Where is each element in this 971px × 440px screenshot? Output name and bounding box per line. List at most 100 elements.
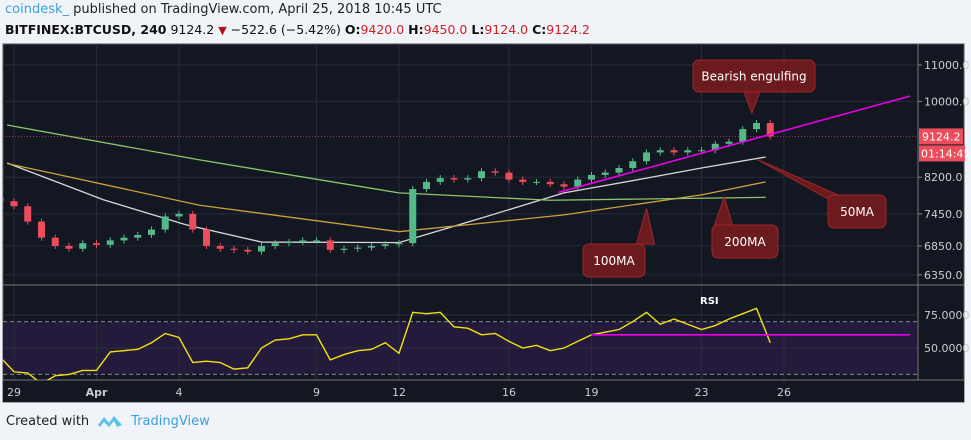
candle — [684, 150, 692, 153]
rsi-pane — [3, 307, 911, 380]
candle — [24, 206, 32, 222]
candle — [271, 243, 279, 246]
candle — [519, 179, 527, 182]
publish-info: coindesk_ published on TradingView.com, … — [5, 2, 442, 17]
annotation-callout: Bearish engulfing — [692, 59, 816, 115]
x-tick-label: 12 — [392, 386, 406, 399]
rsi-line — [3, 307, 771, 380]
high-value: 9450.0 — [423, 22, 468, 37]
candle — [491, 171, 499, 173]
candle — [299, 240, 307, 243]
candle — [753, 123, 760, 130]
candle — [368, 245, 375, 248]
y-tick-label: 8200.0 — [924, 171, 963, 184]
candle — [189, 213, 197, 230]
candle — [643, 152, 650, 162]
down-triangle-icon: ▼ — [218, 24, 227, 37]
high-label: H: — [408, 22, 424, 37]
ma-line-50ma — [6, 156, 766, 244]
ma-line-100ma — [6, 162, 766, 233]
trendline — [558, 95, 911, 194]
candle — [766, 123, 774, 137]
candle — [629, 161, 637, 169]
candle — [670, 150, 678, 153]
annotation-callout: 100MA — [582, 208, 656, 278]
candle — [175, 213, 183, 217]
candle — [120, 237, 128, 241]
candle — [340, 248, 348, 250]
last-price: 9124.2 — [170, 22, 215, 37]
candle — [409, 189, 417, 244]
candle — [161, 216, 169, 230]
tradingview-logo-icon — [98, 416, 123, 427]
candle — [285, 242, 293, 244]
change: −522.6 (−5.42%) — [230, 22, 341, 37]
x-tick-label: 26 — [777, 386, 791, 399]
candle — [546, 181, 554, 185]
x-tick-label: 16 — [502, 386, 516, 399]
symbol-legend: BITFINEX:BTCUSD, 240 9124.2 ▼ −522.6 (−5… — [5, 22, 590, 37]
candle — [423, 181, 430, 190]
rsi-title: RSI — [700, 296, 719, 307]
candle — [711, 143, 719, 151]
annotation-callout: 200MA — [711, 195, 779, 259]
candle — [560, 184, 568, 187]
candle — [51, 237, 59, 246]
candle — [93, 243, 100, 245]
candle — [698, 150, 705, 152]
candle — [450, 178, 458, 180]
created-with-text: Created with — [6, 413, 90, 429]
y-tick-label: 6850.0 — [924, 240, 963, 253]
candle — [505, 172, 513, 180]
symbol: BITFINEX:BTCUSD, 240 — [5, 22, 167, 37]
candle — [601, 172, 609, 175]
candle — [354, 247, 362, 249]
candle — [148, 229, 155, 235]
close-value: 9124.2 — [546, 22, 591, 37]
candle — [739, 129, 747, 142]
candle — [464, 178, 472, 180]
candle — [10, 201, 18, 207]
candle — [478, 171, 485, 179]
candle — [203, 229, 210, 246]
candle — [381, 244, 389, 246]
candle — [436, 178, 444, 182]
publisher-link[interactable]: coindesk_ — [5, 2, 70, 17]
candle — [533, 181, 540, 183]
candle — [615, 168, 623, 173]
x-tick-label: 4 — [176, 386, 183, 399]
x-tick-label: 29 — [7, 386, 21, 399]
candle — [65, 245, 73, 249]
candle — [588, 174, 595, 180]
open-label: O: — [344, 22, 361, 37]
candle — [574, 179, 582, 187]
countdown-badge — [919, 145, 965, 162]
candle — [326, 240, 334, 250]
candle — [38, 221, 45, 238]
ma-line-200ma — [7, 124, 766, 201]
candle — [216, 245, 224, 249]
publish-text: published on TradingView.com, April 25, … — [73, 2, 442, 17]
low-value: 9124.0 — [484, 22, 529, 37]
time-axis — [3, 380, 964, 402]
rsi-tick-label: 75.0000 — [924, 309, 970, 322]
callout-box — [711, 224, 779, 259]
candle — [134, 234, 142, 238]
close-label: C: — [532, 22, 547, 37]
candle — [656, 150, 664, 153]
candle — [313, 240, 320, 242]
callout-box — [582, 243, 646, 278]
y-tick-label: 10000.0 — [924, 95, 970, 108]
candle — [230, 248, 238, 250]
x-tick-label: 23 — [695, 386, 709, 399]
callout-pointer — [635, 208, 656, 245]
candle — [244, 249, 252, 252]
candle — [395, 243, 403, 245]
callout-box — [827, 194, 887, 229]
y-tick-label: 7450.0 — [924, 208, 963, 221]
tradingview-link[interactable]: TradingView — [131, 413, 210, 429]
callout-box — [692, 59, 816, 93]
candle — [3, 197, 4, 202]
annotation-callout: 50MA — [756, 158, 887, 229]
